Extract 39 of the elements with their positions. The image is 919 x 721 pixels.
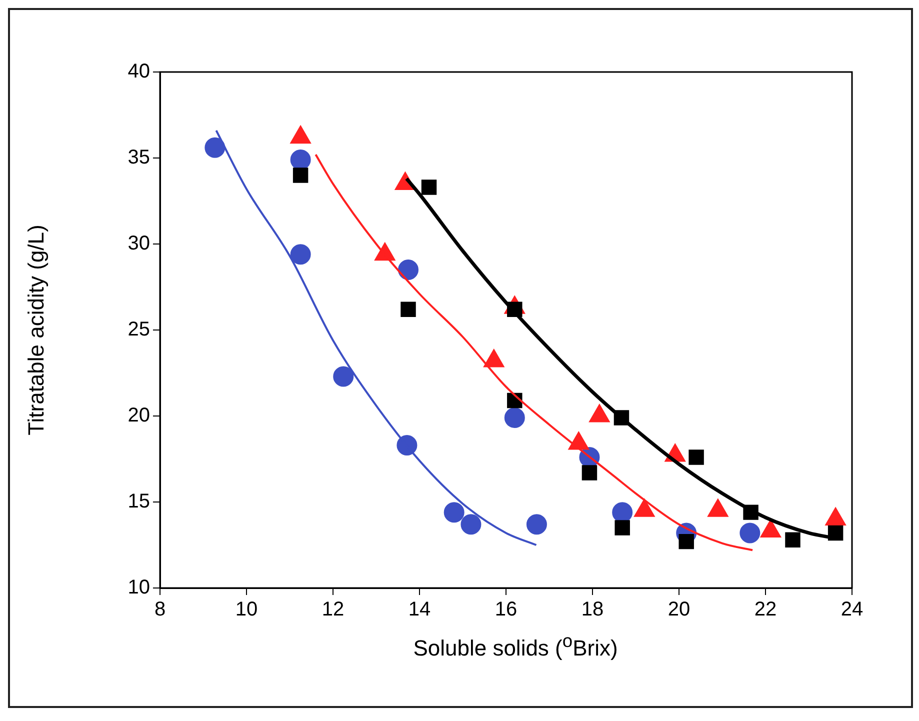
y-tick-label: 30 bbox=[128, 232, 150, 255]
point bbox=[290, 149, 311, 170]
x-tick-label: 20 bbox=[668, 598, 690, 621]
point bbox=[398, 260, 419, 280]
y-axis-title: Titratable acidity (g/L) bbox=[23, 224, 48, 436]
x-tick-label: 22 bbox=[754, 598, 777, 621]
point bbox=[204, 137, 226, 158]
x-tick-label: 12 bbox=[322, 598, 344, 621]
line-series bbox=[215, 129, 538, 546]
line-series bbox=[314, 154, 754, 552]
point bbox=[292, 168, 308, 183]
point bbox=[290, 244, 311, 265]
point bbox=[688, 450, 704, 465]
x-axis-title: Soluble solids ($^{o}$Brix) bbox=[412, 630, 619, 662]
point bbox=[678, 534, 694, 550]
point bbox=[504, 407, 525, 428]
x-tick-label: 24 bbox=[840, 598, 864, 621]
y-tick-label: 20 bbox=[128, 404, 150, 427]
point bbox=[614, 520, 630, 536]
x-tick-label: 16 bbox=[494, 598, 518, 621]
x-tick-label: 8 bbox=[154, 598, 166, 621]
point bbox=[740, 522, 760, 544]
x-tick-label: 14 bbox=[408, 598, 431, 621]
point bbox=[526, 514, 547, 535]
point bbox=[333, 366, 354, 387]
point bbox=[400, 302, 416, 317]
y-tick-label: 15 bbox=[128, 490, 150, 513]
y-tick-label: 35 bbox=[128, 146, 150, 169]
point bbox=[785, 532, 800, 548]
point bbox=[582, 465, 598, 480]
point bbox=[460, 514, 482, 535]
y-tick-label: 40 bbox=[128, 60, 150, 83]
point bbox=[421, 180, 437, 195]
y-tick-label: 10 bbox=[128, 576, 150, 599]
y-tick-label: 25 bbox=[128, 318, 150, 341]
point bbox=[444, 502, 464, 523]
x-tick-label: 10 bbox=[235, 598, 258, 621]
figure-frame: Titratable acidity (g/L) 8 10 12 14 16 18 20 22 24 10 15 20 25 30 35 40 Soluble solids ($^{o}$Brix) bbox=[8, 8, 913, 708]
x-tick-label: 18 bbox=[581, 598, 604, 621]
